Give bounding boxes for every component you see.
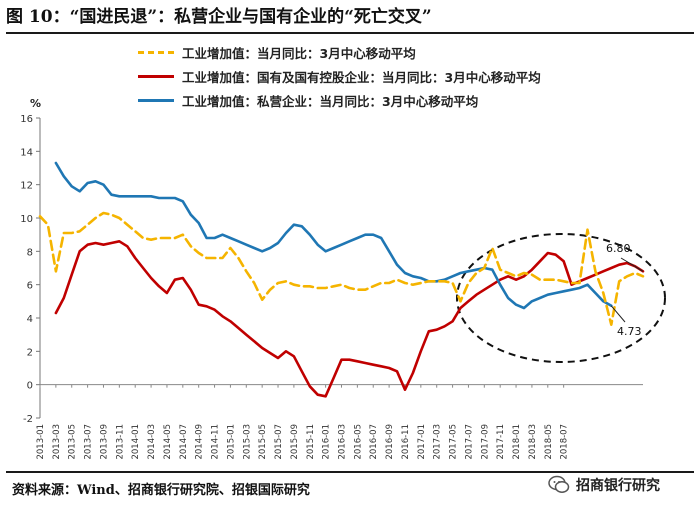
series-line-private (54, 161, 613, 310)
x-tick-label: 2016-03 (338, 424, 348, 460)
x-tick-label: 2017-03 (433, 424, 443, 460)
source-note: 资料来源：Wind、招商银行研究院、招银国际研究 (12, 483, 310, 498)
y-tick-label: 8 (27, 247, 33, 258)
x-tick-label: 2016-05 (353, 424, 363, 460)
legend-item-private: 工业增加值：私营企业：当月同比：3月中心移动平均 (138, 88, 608, 112)
watermark-text: 招商银行研究 (576, 478, 660, 494)
legend-item-state: 工业增加值：国有及国有控股企业：当月同比：3月中心移动平均 (138, 64, 608, 88)
title-divider (6, 32, 694, 34)
x-tick-label: 2016-07 (369, 424, 379, 460)
x-tick-label: 2016-11 (401, 424, 411, 460)
x-tick-label: 2016-01 (322, 424, 332, 460)
x-tick-label: 2018-01 (512, 424, 522, 460)
legend-item-all: 工业增加值：当月同比：3月中心移动平均 (138, 40, 608, 64)
annotation-private-end-value: 4.73 (617, 325, 642, 338)
x-tick-label: 2014-05 (163, 424, 173, 460)
legend: 工业增加值：当月同比：3月中心移动平均 工业增加值：国有及国有控股企业：当月同比… (138, 40, 608, 112)
y-tick-label: 10 (20, 214, 33, 225)
legend-label-private: 工业增加值：私营企业：当月同比：3月中心移动平均 (182, 93, 479, 109)
x-tick-label: 2015-01 (226, 424, 236, 460)
x-tick-label: 2015-07 (274, 424, 284, 460)
x-tick-label: 2015-11 (306, 424, 316, 460)
x-tick-label: 2018-05 (544, 424, 554, 460)
x-tick-label: 2013-05 (68, 424, 78, 460)
x-tick-label: 2013-11 (115, 424, 125, 460)
x-tick-label: 2017-01 (417, 424, 427, 460)
watermark: 招商银行研究 (548, 474, 660, 496)
crossover-highlight-ellipse (456, 233, 666, 363)
x-tick-label: 2014-03 (147, 424, 157, 460)
legend-swatch-all (138, 50, 174, 54)
y-axis-unit: % (30, 97, 42, 110)
footer-divider (6, 471, 694, 473)
x-tick-label: 2015-05 (258, 424, 268, 460)
series-line-state (54, 240, 645, 398)
annotation-state-end-value: 6.80 (606, 242, 631, 255)
y-tick-label: 0 (27, 381, 33, 392)
x-tick-label: 2016-09 (385, 424, 395, 460)
y-tick-label: -2 (23, 414, 33, 425)
y-tick-label: 2 (27, 347, 33, 358)
x-tick-label: 2014-07 (179, 424, 189, 460)
x-tick-label: 2017-07 (464, 424, 474, 460)
y-tick-label: 16 (20, 114, 33, 125)
legend-swatch-state (138, 74, 174, 78)
x-tick-label: 2017-05 (449, 424, 459, 460)
x-tick-label: 2018-07 (560, 424, 570, 460)
y-tick-label: 4 (27, 314, 33, 325)
y-tick-label: 12 (20, 181, 33, 192)
series-line-all (38, 211, 645, 326)
x-tick-label: 2014-11 (211, 424, 221, 460)
legend-label-state: 工业增加值：国有及国有控股企业：当月同比：3月中心移动平均 (182, 69, 541, 85)
x-tick-label: 2013-09 (99, 424, 109, 460)
annotation-leader-state (620, 257, 644, 272)
x-tick-label: 2013-03 (52, 424, 62, 460)
y-tick-label: 14 (20, 147, 33, 158)
x-tick-label: 2014-09 (195, 424, 205, 460)
x-tick-label: 2015-09 (290, 424, 300, 460)
x-tick-label: 2015-03 (242, 424, 252, 460)
legend-swatch-private (138, 98, 174, 102)
wechat-icon (548, 475, 570, 493)
x-tick-label: 2014-01 (131, 424, 141, 460)
annotation-leader-private (610, 305, 626, 323)
x-tick-label: 2018-03 (528, 424, 538, 460)
x-tick-label: 2017-09 (480, 424, 490, 460)
x-tick-label: 2013-07 (84, 424, 94, 460)
y-tick-label: 6 (27, 281, 33, 292)
chart-title: 图 10：“国进民退”：私营企业与国有企业的“死亡交叉” (6, 7, 432, 27)
x-tick-label: 2017-11 (496, 424, 506, 460)
legend-label-all: 工业增加值：当月同比：3月中心移动平均 (182, 45, 416, 61)
x-tick-label: 2013-01 (36, 424, 46, 460)
